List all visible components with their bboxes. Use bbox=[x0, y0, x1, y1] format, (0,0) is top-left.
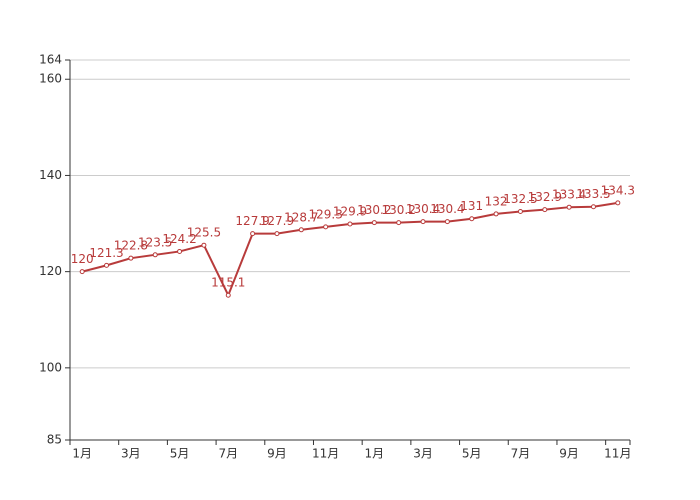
data-label: 130.4 bbox=[430, 202, 464, 216]
y-tick-label: 164 bbox=[39, 53, 62, 67]
data-label: 121.3 bbox=[89, 246, 123, 260]
x-tick-label: 5月 bbox=[462, 447, 482, 461]
x-tick-label: 11月 bbox=[312, 447, 339, 461]
point bbox=[128, 255, 134, 261]
point bbox=[152, 252, 158, 258]
x-tick-label: 3月 bbox=[121, 447, 141, 461]
point bbox=[542, 207, 548, 213]
point bbox=[274, 231, 280, 237]
data-label: 122.8 bbox=[114, 239, 148, 253]
point bbox=[566, 204, 572, 210]
point bbox=[347, 221, 353, 227]
y-tick-label: 85 bbox=[47, 433, 62, 447]
point bbox=[517, 209, 523, 215]
data-label: 129.9 bbox=[333, 205, 367, 219]
point bbox=[590, 204, 596, 210]
data-label: 128.7 bbox=[284, 210, 318, 224]
data-label: 130.2 bbox=[357, 203, 391, 217]
data-label: 129.3 bbox=[308, 207, 342, 221]
point bbox=[79, 269, 85, 275]
point bbox=[201, 242, 207, 248]
data-label: 130.2 bbox=[382, 203, 416, 217]
point bbox=[420, 219, 426, 225]
data-label: 124.2 bbox=[162, 232, 196, 246]
point bbox=[396, 220, 402, 226]
data-label: 123.5 bbox=[138, 235, 172, 249]
x-tick-label: 1月 bbox=[365, 447, 385, 461]
x-tick-label: 5月 bbox=[170, 447, 190, 461]
data-label: 127.9 bbox=[235, 214, 269, 228]
x-tick-label: 1月 bbox=[72, 447, 92, 461]
point bbox=[104, 262, 110, 268]
data-label: 132 bbox=[485, 194, 508, 208]
x-tick-label: 3月 bbox=[413, 447, 433, 461]
y-tick-label: 160 bbox=[39, 72, 62, 86]
x-tick-label: 9月 bbox=[267, 447, 287, 461]
point bbox=[493, 211, 499, 217]
x-tick-label: 9月 bbox=[559, 447, 579, 461]
point bbox=[371, 220, 377, 226]
data-label: 130.4 bbox=[406, 202, 440, 216]
x-tick-label: 7月 bbox=[218, 447, 238, 461]
y-tick-label: 100 bbox=[39, 360, 62, 374]
data-label: 133.5 bbox=[576, 187, 610, 201]
data-label: 120 bbox=[71, 252, 94, 266]
point bbox=[177, 248, 183, 254]
point bbox=[225, 292, 231, 298]
data-label: 127.9 bbox=[260, 214, 294, 228]
point bbox=[444, 219, 450, 225]
point bbox=[250, 231, 256, 237]
point bbox=[469, 216, 475, 222]
y-tick-label: 140 bbox=[39, 168, 62, 182]
point bbox=[298, 227, 304, 233]
data-label: 132.9 bbox=[528, 190, 562, 204]
data-label: 131 bbox=[460, 199, 483, 213]
data-label: 115.1 bbox=[211, 276, 245, 290]
y-tick-label: 120 bbox=[39, 264, 62, 278]
data-label: 125.5 bbox=[187, 226, 221, 240]
data-label: 134.3 bbox=[601, 183, 635, 197]
x-tick-label: 7月 bbox=[511, 447, 531, 461]
point bbox=[323, 224, 329, 230]
data-label: 133.4 bbox=[552, 188, 586, 202]
point bbox=[615, 200, 621, 206]
data-label: 132.5 bbox=[503, 192, 537, 206]
x-tick-label: 11月 bbox=[604, 447, 631, 461]
